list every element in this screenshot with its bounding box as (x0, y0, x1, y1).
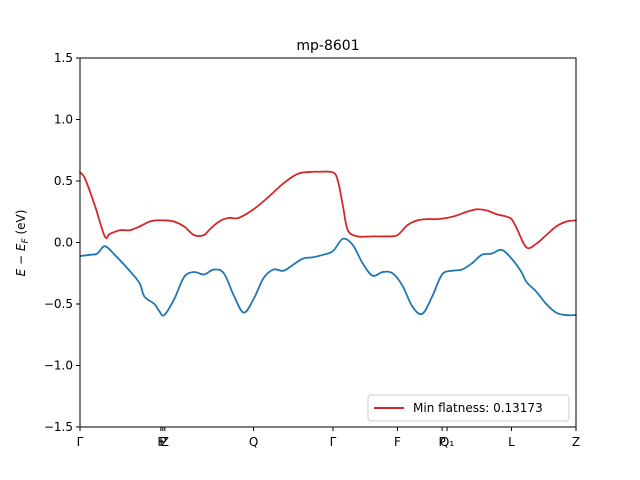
x-tick-label: Z (161, 435, 169, 449)
x-tick-label: Z (572, 435, 580, 449)
plot-frame (79, 57, 577, 428)
band-line-2 (79, 237, 577, 317)
y-tick-label: 0.5 (54, 174, 73, 188)
x-tick-label: P (438, 435, 445, 449)
y-tick-label: −0.5 (44, 297, 73, 311)
plot-series (79, 170, 577, 317)
y-axis-label: E − EF (eV) (14, 210, 31, 277)
y-tick-label: 0.0 (54, 236, 73, 250)
y-axis-ticks: 1.5 1.0 0.5 0.0 −0.5 −1.0 −1.5 (44, 51, 80, 434)
x-axis-ticks: Γ FPZ Q Γ F PQ₁ L Z (77, 427, 580, 449)
x-tick-label: Γ (77, 435, 84, 449)
x-tick-label: Q₁ (440, 435, 454, 449)
legend-label: Min flatness: 0.13173 (413, 401, 543, 415)
y-tick-label: −1.5 (44, 420, 73, 434)
chart-title: mp-8601 (296, 38, 359, 54)
y-tick-label: −1.0 (44, 359, 73, 373)
legend: Min flatness: 0.13173 (367, 394, 570, 422)
band-line-1 (79, 170, 577, 250)
x-tick-label: P (159, 435, 166, 449)
x-tick-label: Q (249, 435, 258, 449)
x-tick-label: Γ (330, 435, 337, 449)
x-tick-label: F (157, 435, 164, 449)
x-tick-label: L (508, 435, 515, 449)
y-tick-label: 1.0 (54, 113, 73, 127)
x-tick-label: F (394, 435, 401, 449)
y-tick-label: 1.5 (54, 51, 73, 65)
legend-box (367, 394, 570, 422)
